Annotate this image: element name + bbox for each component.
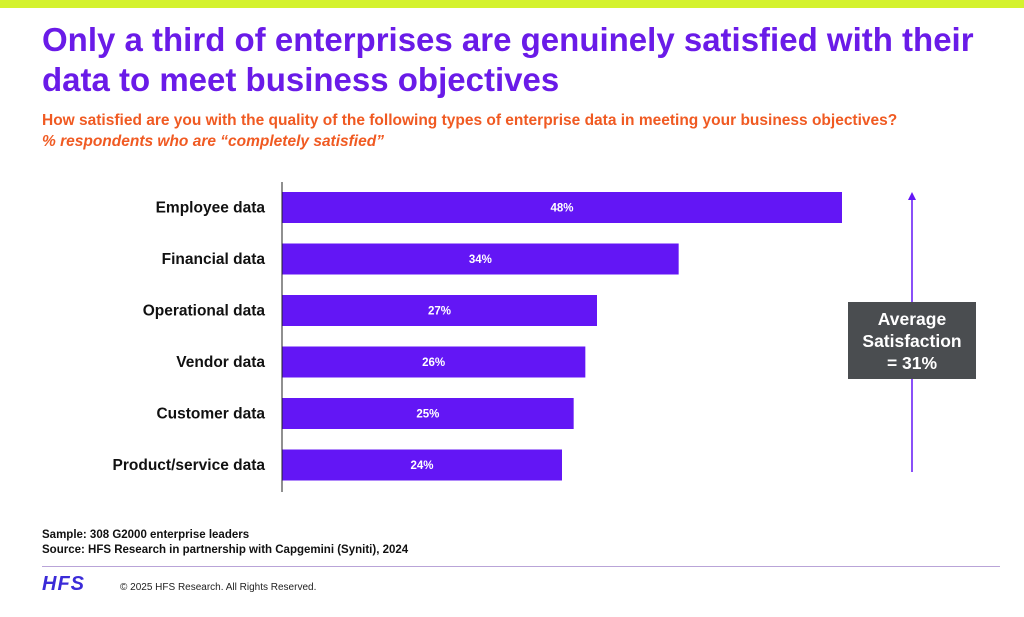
average-line-2: Satisfaction <box>862 330 962 351</box>
bar-customer-data <box>282 398 574 429</box>
bar-operational-data <box>282 295 597 326</box>
question-subtitle: % respondents who are “completely satisf… <box>42 133 384 150</box>
copyright-text: © 2025 HFS Research. All Rights Reserved… <box>120 582 317 593</box>
category-label: Customer data <box>156 406 265 423</box>
bar-chart: Employee data 48% Financial data 34% Operati… <box>113 182 916 492</box>
category-label: Operational data <box>143 303 266 320</box>
average-line-1: Average <box>877 308 947 329</box>
bar-product-service-data <box>282 449 562 481</box>
category-label: Financial data <box>162 251 266 268</box>
average-line-3: = 31% <box>886 352 938 373</box>
value-label: 27% <box>428 306 451 318</box>
category-label: Product/service data <box>113 457 266 474</box>
value-label: 25% <box>416 409 439 421</box>
footer-divider <box>42 566 1000 567</box>
source-note: Source: HFS Research in partnership with… <box>42 544 409 556</box>
value-label: 48% <box>550 203 573 215</box>
survey-question: How satisfied are you with the quality o… <box>42 110 1002 152</box>
category-label: Vendor data <box>176 354 265 371</box>
bar-employee-data <box>282 192 842 223</box>
value-label: 34% <box>469 254 492 266</box>
question-text: How satisfied are you with the quality o… <box>42 112 898 129</box>
hfs-logo: HFS <box>42 573 85 595</box>
chart-notes: Sample: 308 G2000 enterprise leaders Sou… <box>42 528 408 558</box>
bar-financial-data <box>282 243 679 275</box>
bar-vendor-data <box>282 346 586 378</box>
sample-note: Sample: 308 G2000 enterprise leaders <box>42 529 250 541</box>
accent-top-bar <box>0 0 1024 8</box>
category-label: Employee data <box>156 200 266 217</box>
value-label: 26% <box>422 357 445 369</box>
average-satisfaction-box: Average Satisfaction = 31% <box>848 302 976 379</box>
bars-layer: Employee data 48% Financial data 34% Operati… <box>113 192 842 481</box>
value-label: 24% <box>410 460 433 472</box>
page-title: Only a third of enterprises are genuinel… <box>42 21 974 98</box>
